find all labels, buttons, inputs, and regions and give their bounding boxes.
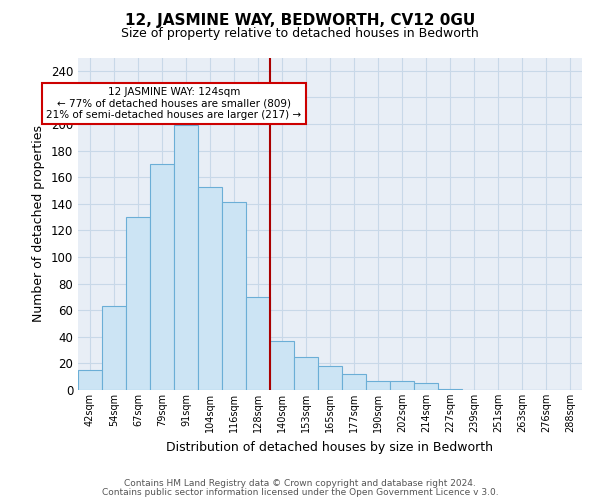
Bar	[414, 384, 438, 390]
Text: Contains public sector information licensed under the Open Government Licence v : Contains public sector information licen…	[101, 488, 499, 497]
Text: Contains HM Land Registry data © Crown copyright and database right 2024.: Contains HM Land Registry data © Crown c…	[124, 479, 476, 488]
Bar	[342, 374, 366, 390]
Bar	[318, 366, 342, 390]
Bar	[270, 341, 294, 390]
Bar	[246, 297, 270, 390]
Text: 12 JASMINE WAY: 124sqm
← 77% of detached houses are smaller (809)
21% of semi-de: 12 JASMINE WAY: 124sqm ← 77% of detached…	[46, 87, 302, 120]
Bar	[294, 357, 318, 390]
Bar	[390, 380, 414, 390]
Bar	[174, 126, 198, 390]
Bar	[366, 380, 390, 390]
Bar	[438, 388, 462, 390]
X-axis label: Distribution of detached houses by size in Bedworth: Distribution of detached houses by size …	[167, 440, 493, 454]
Text: 12, JASMINE WAY, BEDWORTH, CV12 0GU: 12, JASMINE WAY, BEDWORTH, CV12 0GU	[125, 12, 475, 28]
Y-axis label: Number of detached properties: Number of detached properties	[32, 125, 45, 322]
Bar	[78, 370, 102, 390]
Bar	[198, 186, 222, 390]
Bar	[222, 202, 246, 390]
Text: Size of property relative to detached houses in Bedworth: Size of property relative to detached ho…	[121, 28, 479, 40]
Bar	[102, 306, 126, 390]
Bar	[150, 164, 174, 390]
Bar	[126, 217, 150, 390]
